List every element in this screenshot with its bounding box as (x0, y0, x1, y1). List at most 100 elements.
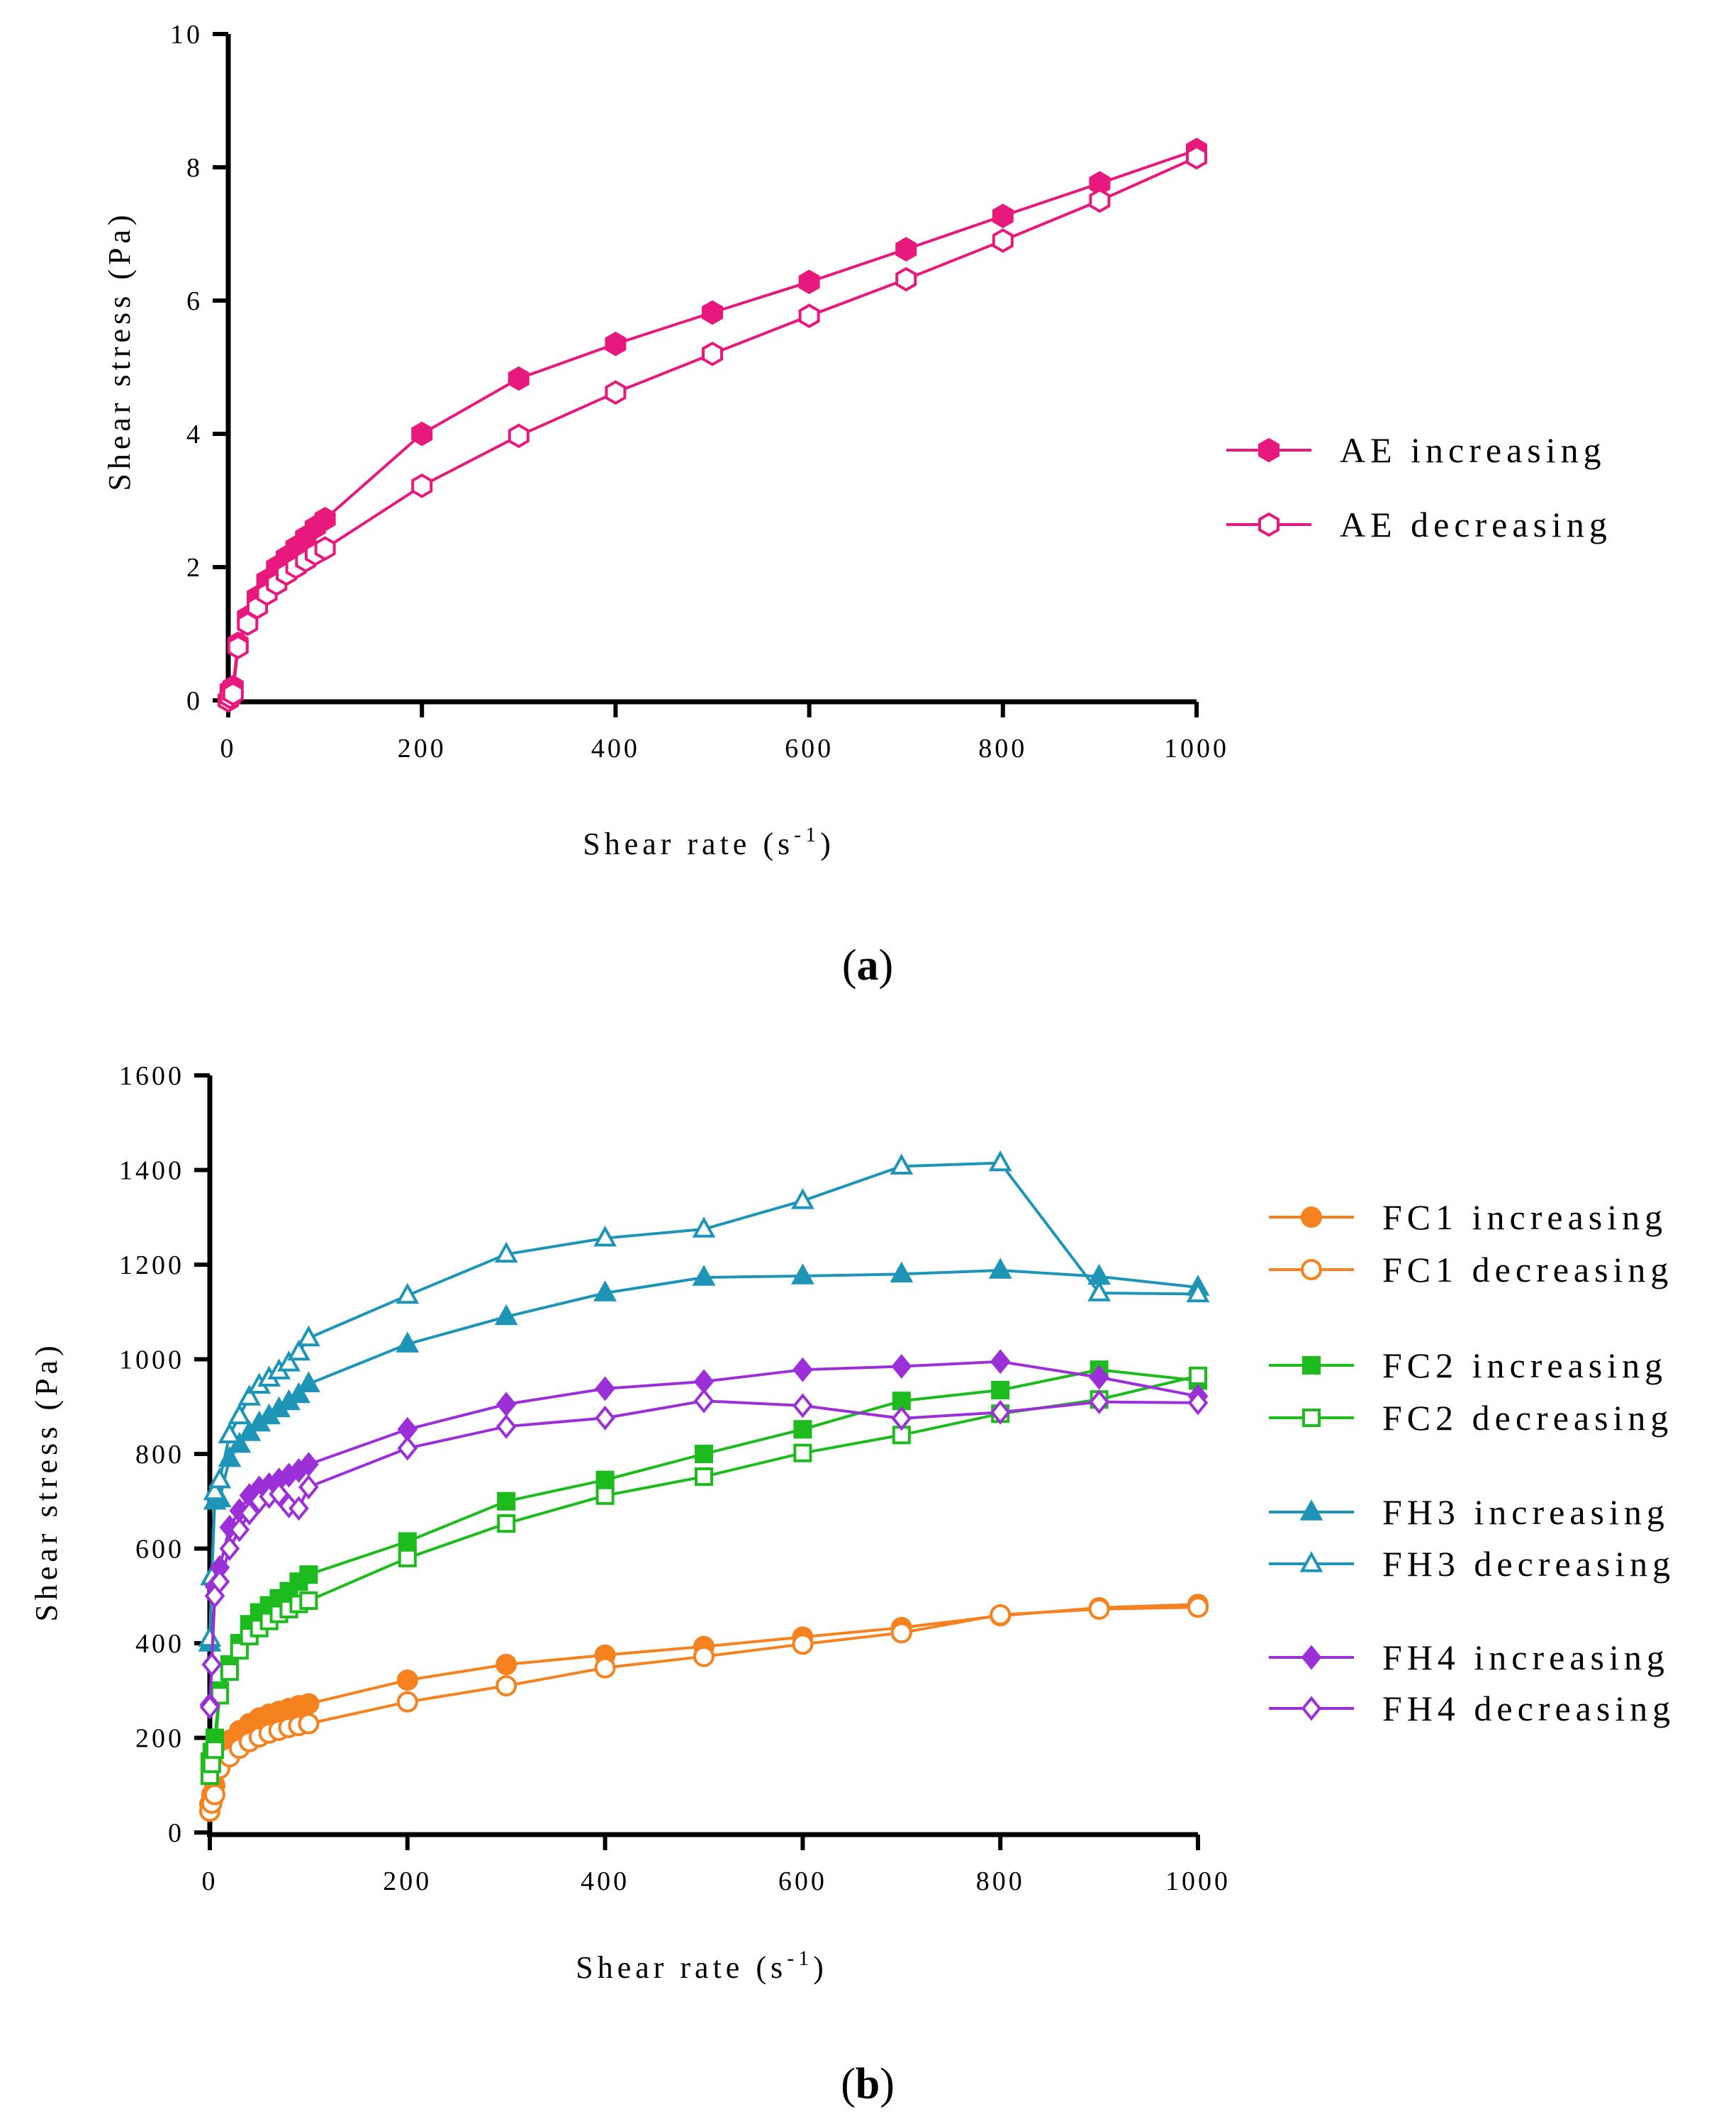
chart-a-y-tick-label: 10 (170, 20, 203, 50)
data-point (222, 681, 244, 706)
data-point (791, 1263, 814, 1285)
chart-a-legend: AE increasing AE decreasing (1226, 430, 1612, 544)
chart-b-y-tick-label: 1000 (119, 1345, 184, 1375)
data-point (396, 1691, 418, 1713)
data-point (890, 1622, 912, 1644)
data-point (595, 1470, 615, 1489)
data-point (891, 1354, 912, 1379)
data-point (495, 1654, 517, 1676)
data-point (299, 1565, 318, 1584)
series-ae-increasing (218, 138, 1207, 713)
data-point (1089, 188, 1111, 213)
series-fh4-decreasing (199, 1388, 1209, 1720)
data-point (891, 1406, 912, 1431)
data-point (605, 380, 627, 405)
data-point (1089, 1389, 1109, 1415)
data-point (495, 1392, 517, 1417)
chart-b-x-tick-label: 0 (202, 1867, 218, 1896)
data-point (594, 1657, 616, 1679)
legend-marker (1301, 1259, 1322, 1280)
data-point (593, 1225, 617, 1247)
data-point (798, 303, 820, 328)
data-point (497, 1492, 516, 1511)
data-point (230, 1640, 249, 1660)
data-point (198, 1625, 222, 1647)
chart-b-y-tick-label: 1200 (119, 1250, 184, 1280)
data-point (396, 1669, 418, 1691)
data-point (593, 1280, 617, 1302)
data-point (1187, 1596, 1209, 1618)
legend-marker (1301, 1355, 1321, 1375)
data-point (990, 1349, 1011, 1375)
data-point (1186, 1281, 1210, 1303)
data-point (314, 536, 336, 561)
chart-b-x-tick-label: 400 (581, 1867, 629, 1896)
series-fh3-decreasing (198, 1150, 1210, 1647)
data-point (1186, 145, 1207, 170)
legend-label: FH3 decreasing (1382, 1544, 1675, 1584)
data-point (298, 1452, 319, 1477)
chart-a-tick-labels: 0 2 4 6 8 10 0 200 400 600 800 1000 (170, 20, 1226, 763)
data-point (1187, 1390, 1209, 1416)
chart-b-x-tick-label: 600 (778, 1867, 827, 1896)
legend-label: FC1 decreasing (1382, 1250, 1673, 1289)
legend-marker (1258, 512, 1279, 537)
series-line-fc1-increasing (208, 1603, 1199, 1805)
series-line-ae-increasing (227, 148, 1197, 701)
data-point (220, 1662, 239, 1681)
data-point (895, 237, 917, 262)
data-point (227, 634, 249, 660)
data-point (203, 1784, 225, 1806)
chart-a-x-tick-label: 400 (591, 734, 640, 763)
data-point (396, 1331, 420, 1353)
chart-b-y-tick-label: 400 (135, 1629, 184, 1659)
data-point (199, 1694, 220, 1720)
data-point (237, 1384, 262, 1406)
series-line-fc2-decreasing (208, 1374, 1199, 1776)
chart-a-series (218, 138, 1207, 713)
data-point (595, 1405, 615, 1431)
panel-b-label: (b) (841, 2060, 895, 2108)
chart-a-y-tick-label: 0 (186, 686, 203, 716)
data-point (298, 1474, 319, 1500)
data-point (988, 1258, 1012, 1279)
chart-b-legend: FC1 increasing FC1 decreasing FC2 increasi… (1269, 1197, 1675, 1728)
data-point (1089, 1365, 1109, 1390)
data-point (494, 1241, 518, 1263)
chart-a-y-tick-label: 4 (186, 420, 203, 449)
legend-marker (1301, 1207, 1322, 1228)
data-point (398, 1548, 417, 1567)
legend-label: FH4 decreasing (1382, 1689, 1675, 1728)
data-point (890, 1153, 914, 1175)
legend-label: AE decreasing (1340, 505, 1612, 544)
legend-marker (1299, 1499, 1323, 1521)
data-point (694, 1467, 714, 1487)
chart-b-y-tick-label: 600 (135, 1535, 184, 1565)
data-point (289, 1496, 309, 1521)
data-point (988, 1150, 1012, 1172)
data-point (508, 423, 530, 449)
data-point (692, 1216, 716, 1238)
data-point (1188, 1366, 1208, 1385)
legend-label: AE increasing (1340, 430, 1606, 470)
data-point (1087, 1280, 1111, 1302)
legend-marker (1301, 1408, 1321, 1428)
data-point (1088, 1598, 1110, 1620)
data-point (890, 1261, 914, 1283)
chart-b-x-tick-label: 200 (383, 1867, 432, 1896)
series-fc1-decreasing (199, 1596, 1209, 1822)
data-point (287, 1339, 310, 1361)
series-fc1-increasing (199, 1594, 1209, 1815)
data-point (991, 1380, 1010, 1399)
legend-label: FC1 increasing (1382, 1197, 1667, 1237)
data-point (298, 1713, 320, 1735)
data-point (205, 1740, 225, 1759)
chart-a-x-tick-label: 800 (978, 734, 1027, 763)
legend-marker (1301, 1645, 1322, 1670)
data-point (218, 1422, 242, 1443)
chart-b: 0 200 400 600 800 1000 1200 1400 1600 0 200 400 600 8… (29, 1061, 1675, 2108)
data-point (495, 1675, 517, 1697)
series-line-ae-decreasing (227, 156, 1197, 701)
chart-b-y-axis-label: Shear stress (Pa) (29, 1341, 64, 1621)
